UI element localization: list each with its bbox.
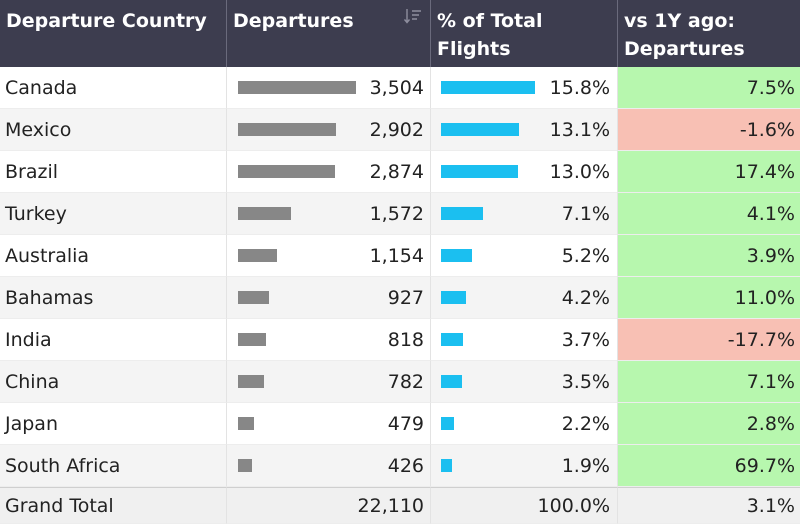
pct-value: 3.5%: [561, 370, 610, 393]
departures-bar: [238, 165, 335, 178]
departures-value: 782: [387, 370, 424, 393]
departures-bar: [238, 417, 254, 430]
country-cell: Japan: [0, 403, 227, 445]
departures-value: 927: [387, 286, 424, 309]
departures-cell: 426: [227, 445, 431, 487]
departures-bar: [238, 249, 277, 262]
pct-bar: [441, 333, 463, 346]
pct-cell: 15.8%: [431, 67, 618, 109]
total-delta: 3.1%: [618, 487, 800, 524]
pct-cell: 2.2%: [431, 403, 618, 445]
departures-cell: 479: [227, 403, 431, 445]
departures-value: 818: [387, 328, 424, 351]
departures-value: 1,572: [369, 202, 424, 225]
departures-bar: [238, 459, 252, 472]
pct-bar: [441, 417, 454, 430]
delta-cell: 11.0%: [618, 277, 800, 319]
country-cell: India: [0, 319, 227, 361]
delta-cell: -17.7%: [618, 319, 800, 361]
total-label: Grand Total: [0, 487, 227, 524]
pct-bar: [441, 249, 472, 262]
departures-cell: 782: [227, 361, 431, 403]
delta-cell: 69.7%: [618, 445, 800, 487]
departures-bar: [238, 81, 356, 94]
pct-cell: 13.0%: [431, 151, 618, 193]
pct-cell: 13.1%: [431, 109, 618, 151]
departures-bar: [238, 333, 266, 346]
table-body: Canada 3,504 15.8% 7.5% Mexico 2,902 13.…: [0, 67, 800, 487]
delta-cell: 7.5%: [618, 67, 800, 109]
pct-cell: 3.5%: [431, 361, 618, 403]
pct-cell: 3.7%: [431, 319, 618, 361]
pct-value: 15.8%: [549, 76, 610, 99]
grand-total-row: Grand Total 22,110 100.0% 3.1%: [0, 487, 800, 524]
pct-bar: [441, 459, 452, 472]
header-departures[interactable]: Departures: [227, 0, 431, 67]
header-vs-1y[interactable]: vs 1Y ago: Departures: [618, 0, 800, 67]
departures-value: 479: [387, 412, 424, 435]
country-cell: Brazil: [0, 151, 227, 193]
country-cell: Bahamas: [0, 277, 227, 319]
country-cell: Australia: [0, 235, 227, 277]
departures-value: 3,504: [369, 76, 424, 99]
delta-cell: 3.9%: [618, 235, 800, 277]
pct-value: 13.1%: [549, 118, 610, 141]
country-cell: Mexico: [0, 109, 227, 151]
pct-cell: 1.9%: [431, 445, 618, 487]
delta-cell: 7.1%: [618, 361, 800, 403]
header-country[interactable]: Departure Country: [0, 0, 227, 67]
departures-bar: [238, 291, 269, 304]
departures-bar: [238, 123, 336, 136]
pct-bar: [441, 291, 466, 304]
total-pct: 100.0%: [431, 487, 618, 524]
departures-cell: 818: [227, 319, 431, 361]
country-cell: Turkey: [0, 193, 227, 235]
pct-bar: [441, 375, 462, 388]
pct-bar: [441, 165, 518, 178]
delta-cell: 4.1%: [618, 193, 800, 235]
departures-cell: 2,902: [227, 109, 431, 151]
country-cell: Canada: [0, 67, 227, 109]
departures-cell: 2,874: [227, 151, 431, 193]
pct-value: 3.7%: [561, 328, 610, 351]
pct-bar: [441, 207, 483, 220]
header-pct-total[interactable]: % of Total Flights: [431, 0, 618, 67]
departures-value: 1,154: [369, 244, 424, 267]
data-table: Departure Country Departures % of Total …: [0, 0, 800, 67]
pct-value: 4.2%: [561, 286, 610, 309]
departures-cell: 3,504: [227, 67, 431, 109]
departures-value: 426: [387, 454, 424, 477]
pct-bar: [441, 123, 519, 136]
delta-cell: 17.4%: [618, 151, 800, 193]
delta-cell: 2.8%: [618, 403, 800, 445]
pct-cell: 4.2%: [431, 277, 618, 319]
pct-value: 1.9%: [561, 454, 610, 477]
pct-value: 5.2%: [561, 244, 610, 267]
departures-bar: [238, 375, 264, 388]
pct-cell: 7.1%: [431, 193, 618, 235]
departures-cell: 1,572: [227, 193, 431, 235]
departures-value: 2,874: [369, 160, 424, 183]
pct-cell: 5.2%: [431, 235, 618, 277]
total-departures: 22,110: [227, 487, 431, 524]
country-cell: China: [0, 361, 227, 403]
departures-cell: 1,154: [227, 235, 431, 277]
pct-value: 2.2%: [561, 412, 610, 435]
sort-icon[interactable]: [404, 8, 422, 24]
pct-value: 7.1%: [561, 202, 610, 225]
departures-cell: 927: [227, 277, 431, 319]
departures-value: 2,902: [369, 118, 424, 141]
country-cell: South Africa: [0, 445, 227, 487]
delta-cell: -1.6%: [618, 109, 800, 151]
departures-bar: [238, 207, 291, 220]
pct-value: 13.0%: [549, 160, 610, 183]
pct-bar: [441, 81, 535, 94]
